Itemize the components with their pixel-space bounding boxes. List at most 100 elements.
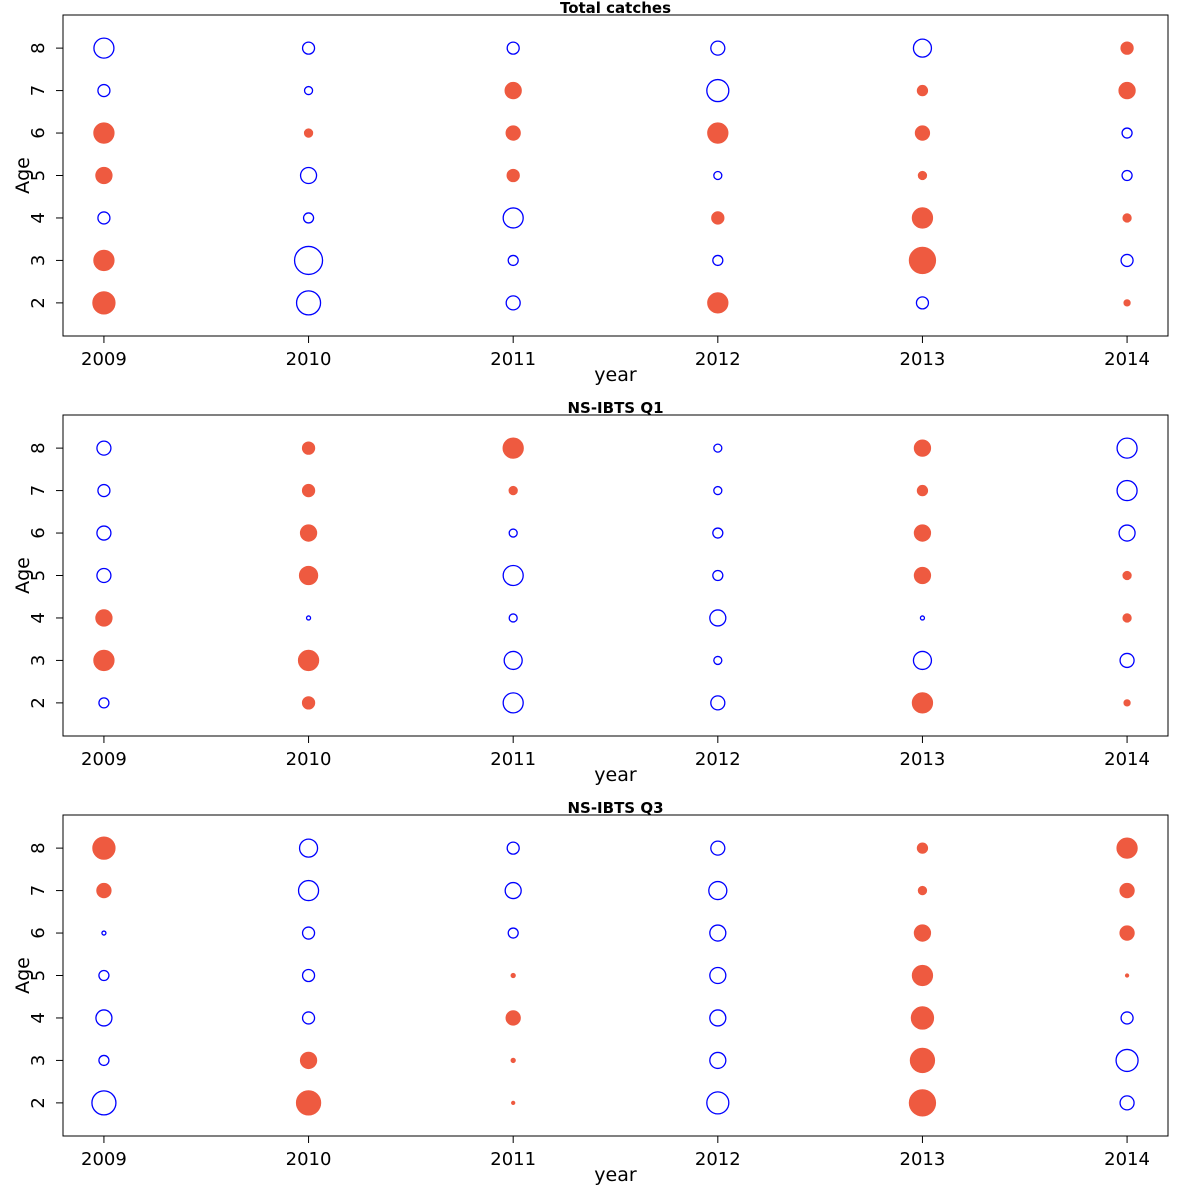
plot-frame: [62, 14, 1169, 337]
bubble: [1124, 973, 1130, 978]
bubble: [299, 166, 318, 185]
bubble: [93, 37, 115, 59]
y-tick-label: 8: [28, 442, 49, 453]
y-tick-label: 2: [28, 697, 49, 708]
bubble: [707, 122, 729, 144]
bubble: [1122, 570, 1132, 581]
bubble: [912, 650, 933, 671]
bubble: [712, 569, 724, 582]
y-axis-label: Age: [12, 557, 34, 594]
bubble: [1115, 1048, 1139, 1073]
x-tick-label: 2010: [286, 1149, 332, 1170]
bubble: [916, 842, 929, 854]
bubble: [92, 836, 116, 860]
bubble: [97, 83, 111, 98]
bubble: [1118, 81, 1136, 100]
bubble: [96, 567, 112, 584]
y-tick-label: 7: [28, 85, 49, 96]
bubble: [1121, 169, 1133, 182]
bubble: [301, 483, 316, 498]
bubble: [1123, 699, 1131, 707]
chart-title: Total catches: [560, 0, 671, 17]
bubble: [915, 296, 930, 310]
y-axis-label: Age: [12, 157, 34, 194]
bubble: [505, 295, 521, 311]
bubble: [502, 437, 524, 459]
y-tick-label: 6: [28, 527, 49, 538]
bubble: [707, 292, 729, 314]
bubble: [301, 696, 316, 710]
y-tick-label: 2: [28, 1097, 49, 1108]
bubble: [712, 527, 724, 539]
y-tick-label: 3: [28, 655, 49, 666]
bubble: [502, 692, 524, 714]
plot-frame: [62, 414, 1169, 737]
bubble: [95, 609, 113, 627]
bubble: [1119, 925, 1135, 941]
bubble: [297, 649, 320, 672]
x-tick-label: 2012: [695, 1149, 741, 1170]
x-tick-label: 2009: [81, 1149, 127, 1170]
y-tick-label: 5: [28, 970, 49, 981]
y-tick-label: 7: [28, 885, 49, 896]
bubble: [101, 930, 107, 936]
bubble: [1119, 882, 1135, 899]
bubble: [95, 166, 113, 185]
bubble: [709, 1009, 727, 1027]
bubble: [91, 1090, 117, 1116]
bubble: [98, 969, 110, 982]
bubble: [507, 927, 519, 939]
bubble: [1123, 299, 1131, 307]
bubble: [508, 485, 518, 496]
x-tick-label: 2009: [81, 349, 127, 370]
bubble: [95, 1009, 113, 1027]
bubble: [96, 882, 112, 899]
y-tick-label: 3: [28, 255, 49, 266]
bubble: [913, 566, 932, 585]
bubble: [503, 650, 523, 671]
bubble: [911, 207, 934, 229]
bubble: [713, 170, 723, 181]
bubble: [709, 1051, 727, 1070]
x-tick-label: 2014: [1104, 1149, 1150, 1170]
x-tick-label: 2010: [286, 349, 332, 370]
bubble: [505, 1010, 521, 1026]
x-tick-label: 2012: [695, 749, 741, 770]
bubble: [1118, 524, 1136, 542]
y-tick-label: 6: [28, 127, 49, 138]
bubble: [93, 649, 115, 672]
bubble: [710, 840, 726, 856]
bubble: [1120, 41, 1134, 55]
bubble: [919, 615, 926, 621]
bubble: [913, 924, 932, 942]
bubble: [1120, 1011, 1134, 1025]
bubble: [1116, 479, 1138, 502]
x-tick-label: 2010: [286, 749, 332, 770]
y-tick-label: 7: [28, 485, 49, 496]
bubble: [510, 1057, 516, 1064]
bubble: [505, 125, 521, 141]
bubble: [711, 211, 725, 225]
bubble: [301, 441, 316, 455]
x-tick-label: 2014: [1104, 749, 1150, 770]
bubble: [709, 924, 727, 942]
bubble: [709, 966, 727, 985]
bubble: [303, 128, 314, 138]
x-tick-label: 2013: [900, 749, 946, 770]
y-tick-label: 5: [28, 170, 49, 181]
bubble: [1120, 253, 1134, 268]
y-tick-label: 2: [28, 297, 49, 308]
bubble: [301, 926, 316, 940]
bubble: [911, 692, 934, 714]
bubble: [504, 881, 522, 900]
bubble: [1119, 1095, 1135, 1111]
bubble: [96, 440, 112, 456]
bubble: [1121, 127, 1133, 139]
y-tick-label: 6: [28, 927, 49, 938]
y-tick-label: 4: [28, 212, 49, 223]
x-tick-label: 2011: [490, 349, 536, 370]
bubble: [914, 125, 931, 141]
bubble: [98, 697, 110, 709]
bubble: [913, 439, 932, 457]
